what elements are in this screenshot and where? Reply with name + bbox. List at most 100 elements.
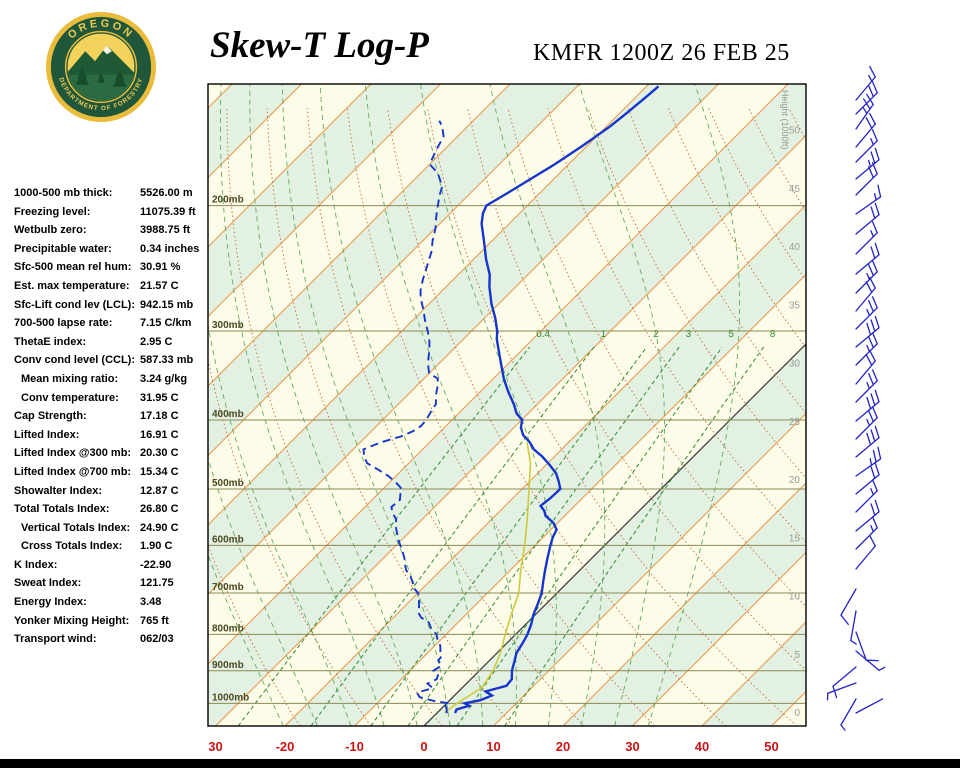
index-row: Showalter Index: 12.87 C xyxy=(14,482,216,501)
index-row: Freezing level: 11075.39 ft xyxy=(14,203,216,222)
index-label: Yonker Mixing Height: xyxy=(14,614,130,627)
index-label: Lifted Index: xyxy=(14,428,80,441)
index-row: 700-500 lapse rate: 7.15 C/km xyxy=(14,314,216,333)
index-row: Mean mixing ratio: 3.24 g/kg xyxy=(14,370,216,389)
height-label: 40 xyxy=(789,242,801,253)
height-label: 25 xyxy=(789,417,801,428)
index-value: -22.90 xyxy=(140,558,172,571)
temp-axis-label: 20 xyxy=(556,739,570,754)
temp-axis-label: 40 xyxy=(695,739,709,754)
index-value: 12.87 C xyxy=(140,484,179,497)
index-row: Lifted Index: 16.91 C xyxy=(14,426,216,445)
pressure-label: 800mb xyxy=(212,623,244,634)
index-row: Yonker Mixing Height: 765 ft xyxy=(14,612,216,631)
indices-panel: 1000-500 mb thick: 5526.00 m Freezing leve… xyxy=(14,184,216,649)
index-value: 5526.00 m xyxy=(140,187,193,199)
temp-axis-label: 30 xyxy=(208,739,222,754)
index-value: 062/03 xyxy=(140,633,174,646)
index-label: K Index: xyxy=(14,558,58,571)
odf-logo: OREGON DEPARTMENT OF FORESTRY xyxy=(45,11,157,123)
index-value: 31.95 C xyxy=(140,391,179,404)
temp-axis-label: 10 xyxy=(486,739,500,754)
index-label: Total Totals Index: xyxy=(14,503,110,516)
height-label: 45 xyxy=(789,184,801,195)
mixing-ratio-label: 8 xyxy=(770,329,776,340)
index-label: Vertical Totals Index: xyxy=(21,521,131,534)
index-value: 2.95 C xyxy=(140,335,173,348)
index-label: Transport wind: xyxy=(14,633,97,646)
index-row: Est. max temperature: 21.57 C xyxy=(14,277,216,296)
dewpoint-line xyxy=(362,120,453,714)
index-label: Showalter Index: xyxy=(14,484,103,497)
index-row: K Index: -22.90 xyxy=(14,556,216,575)
index-label: Lifted Index @300 mb: xyxy=(14,447,132,460)
index-row: Conv cond level (CCL): 587.33 mb xyxy=(14,351,216,370)
index-label: Est. max temperature: xyxy=(14,279,130,292)
dry-adiabats xyxy=(208,107,806,726)
logo-inner-ring xyxy=(64,30,138,104)
index-value: 26.80 C xyxy=(140,503,179,516)
index-row: Lifted Index @300 mb: 20.30 C xyxy=(14,444,216,463)
index-value: 16.91 C xyxy=(140,428,179,441)
height-label: 0 xyxy=(794,708,800,719)
index-value: 121.75 xyxy=(140,577,174,590)
index-label: Conv cond level (CCL): xyxy=(14,354,136,367)
temp-axis-label: -10 xyxy=(345,739,364,754)
index-label: Lifted Index @700 mb: xyxy=(14,465,132,478)
pressure-label: 900mb xyxy=(212,660,244,671)
index-value: 24.90 C xyxy=(140,521,179,534)
index-value: 30.91 % xyxy=(140,261,181,274)
index-label: Mean mixing ratio: xyxy=(21,372,119,385)
index-value: 11075.39 ft xyxy=(140,205,196,218)
pressure-label: 600mb xyxy=(212,534,244,545)
index-row: Cross Totals Index: 1.90 C xyxy=(14,537,216,556)
index-row: Wetbulb zero: 3988.75 ft xyxy=(14,221,216,240)
index-value: 15.34 C xyxy=(140,465,179,478)
pressure-label: 1000mb xyxy=(212,692,249,703)
chart-area: 0.4 1 2 3 5 8200mb300mb400mb500mb600mb700mb80… xyxy=(208,84,806,726)
index-row: Transport wind: 062/03 xyxy=(14,630,216,649)
chart-border xyxy=(207,83,807,727)
index-row: Precipitable water: 0.34 inches xyxy=(14,240,216,259)
pressure-label: 400mb xyxy=(212,409,244,420)
height-label: 50 xyxy=(789,126,801,137)
height-label: 10 xyxy=(789,592,801,603)
mixing-ratio-label: 5 xyxy=(728,329,734,340)
height-label: 30 xyxy=(789,359,801,370)
index-value: 21.57 C xyxy=(140,279,179,292)
index-label: Sweat Index: xyxy=(14,577,82,590)
wind-barbs xyxy=(826,65,886,731)
index-label: Energy Index: xyxy=(14,596,87,609)
station-label: KMFR 1200Z 26 FEB 25 xyxy=(533,40,790,66)
index-label: Precipitable water: xyxy=(14,242,112,255)
height-label: 20 xyxy=(789,475,801,486)
index-label: Sfc-Lift cond lev (LCL): xyxy=(14,298,135,311)
bottom-bar xyxy=(0,759,960,768)
index-row: Total Totals Index: 26.80 C xyxy=(14,500,216,519)
index-row: Sfc-Lift cond lev (LCL): 942.15 mb xyxy=(14,296,216,315)
index-value: 3.48 xyxy=(140,596,162,609)
index-label: Cap Strength: xyxy=(14,410,87,423)
pressure-label: 500mb xyxy=(212,478,244,489)
index-row: ThetaE index: 2.95 C xyxy=(14,333,216,352)
index-label: Freezing level: xyxy=(14,205,91,218)
index-row: Lifted Index @700 mb: 15.34 C xyxy=(14,463,216,482)
index-value: 17.18 C xyxy=(140,410,179,423)
temp-axis-label: 30 xyxy=(625,739,639,754)
mixing-ratio-label: 3 xyxy=(686,329,692,340)
temperature-line xyxy=(453,85,660,714)
index-row: Sfc-500 mean rel hum: 30.91 % xyxy=(14,258,216,277)
index-value: 3.24 g/kg xyxy=(140,372,188,385)
index-label: Conv temperature: xyxy=(21,391,119,404)
mixing-ratio-lines: 0.4 1 2 3 5 8 xyxy=(237,329,776,726)
pressure-label: 700mb xyxy=(212,582,244,593)
temp-axis: 30 -20 -10 0 10 20 30 40 50 xyxy=(208,739,778,754)
mixing-ratio-label: 0.4 xyxy=(536,329,550,340)
index-row: Vertical Totals Index: 24.90 C xyxy=(14,519,216,538)
index-row: Energy Index: 3.48 xyxy=(14,593,216,612)
temp-axis-label: 50 xyxy=(764,739,778,754)
temp-axis-label: 0 xyxy=(420,739,427,754)
index-value: 587.33 mb xyxy=(140,354,194,367)
index-label: 700-500 lapse rate: xyxy=(14,317,113,330)
